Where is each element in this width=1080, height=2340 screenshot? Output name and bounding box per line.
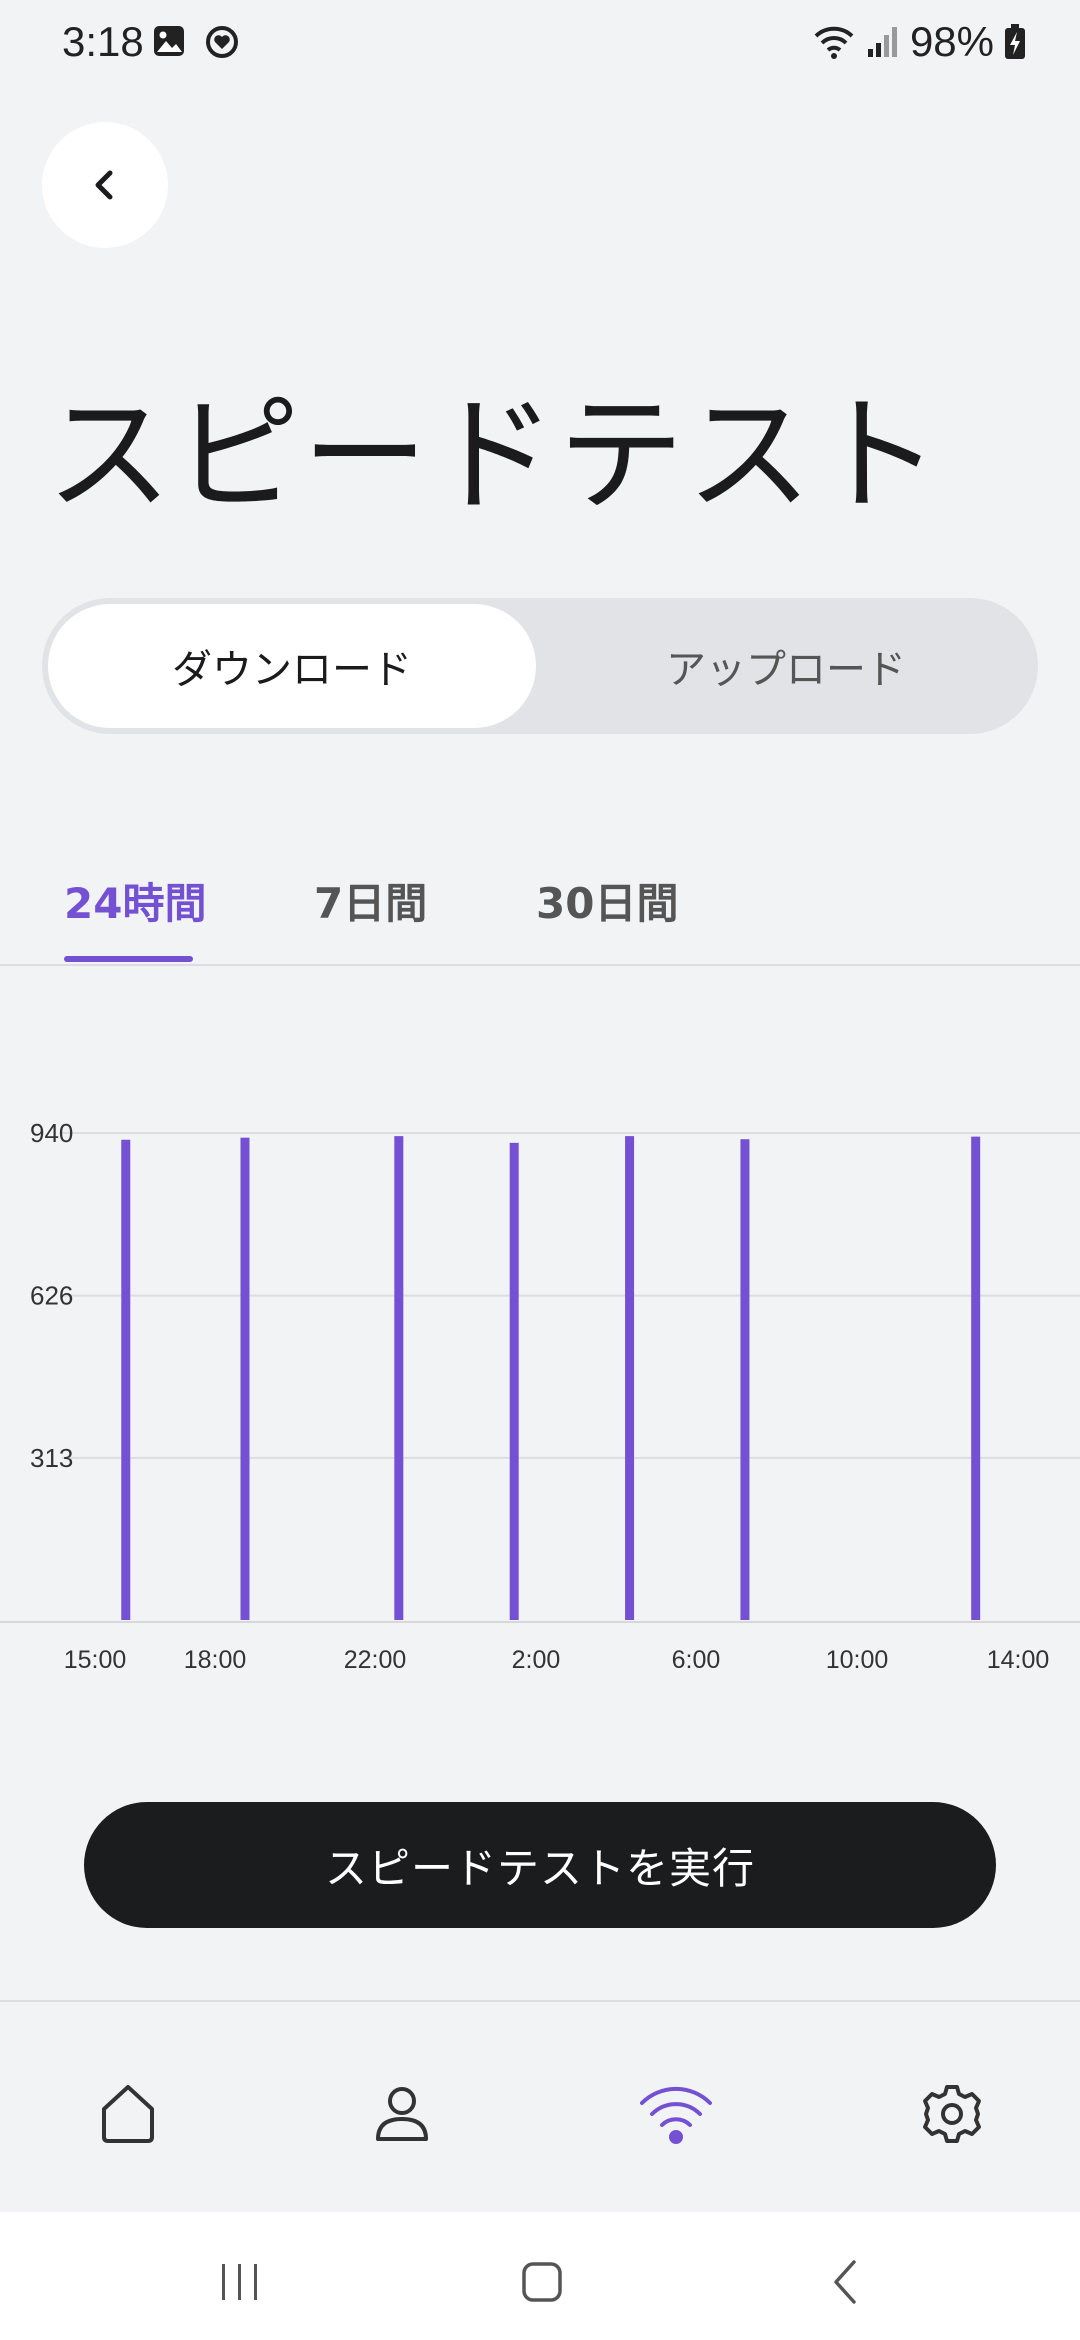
x-tick-label: 15:00 bbox=[64, 1646, 127, 1674]
battery-charging-icon bbox=[1005, 24, 1025, 59]
chevron-left-icon bbox=[95, 170, 113, 200]
x-tick-label: 22:00 bbox=[344, 1646, 407, 1674]
status-icons-left bbox=[152, 24, 240, 60]
nav-profile[interactable] bbox=[362, 2074, 442, 2154]
recent-apps-button[interactable] bbox=[210, 2252, 270, 2312]
signal-icon bbox=[867, 27, 897, 57]
battery-percent: 98% bbox=[909, 18, 994, 65]
settings-icon bbox=[923, 2085, 981, 2143]
bar bbox=[240, 1137, 250, 1620]
home-system-button[interactable] bbox=[512, 2252, 572, 2312]
period-tabs: 24時間 7日間 30日間 bbox=[0, 860, 1080, 966]
bar bbox=[394, 1136, 404, 1620]
nav-home[interactable] bbox=[88, 2074, 168, 2154]
y-tick-label: 313 bbox=[30, 1443, 73, 1473]
bar bbox=[121, 1139, 131, 1620]
bar bbox=[509, 1142, 519, 1620]
profile-icon bbox=[376, 2087, 428, 2141]
speed-chart: 313 626 940 15:00 18:00 22:00 2:00 6:00 10:00 14:… bbox=[0, 1118, 1080, 1674]
y-tick-label: 626 bbox=[30, 1281, 73, 1311]
page-title: スピードテスト bbox=[46, 382, 942, 529]
wifi-icon bbox=[814, 26, 854, 59]
nav-wifi[interactable] bbox=[636, 2074, 716, 2154]
bottom-navigation bbox=[0, 2000, 1080, 2212]
x-tick-label: 18:00 bbox=[184, 1646, 247, 1674]
back-system-button[interactable] bbox=[816, 2252, 876, 2312]
sync-icon bbox=[206, 26, 238, 58]
bar bbox=[740, 1139, 750, 1620]
back-chevron-icon bbox=[834, 2260, 856, 2304]
tab-24-hours[interactable]: 24時間 bbox=[64, 879, 207, 928]
x-tick-label: 2:00 bbox=[512, 1646, 561, 1674]
x-tick-label: 6:00 bbox=[672, 1646, 721, 1674]
home-square-icon bbox=[522, 2262, 562, 2302]
y-tick-label: 940 bbox=[30, 1118, 73, 1148]
gallery-icon bbox=[154, 26, 184, 56]
tab-7-days[interactable]: 7日間 bbox=[314, 879, 428, 928]
run-speedtest-button[interactable]: スピードテストを実行 bbox=[84, 1802, 996, 1928]
download-tab[interactable]: ダウンロード bbox=[48, 604, 536, 728]
upload-tab[interactable]: アップロード bbox=[666, 647, 906, 693]
system-navigation bbox=[0, 2212, 1080, 2340]
home-icon bbox=[102, 2085, 154, 2143]
bar bbox=[971, 1136, 981, 1620]
status-icons-right: 98% bbox=[812, 18, 1026, 66]
recent-apps-icon bbox=[222, 2264, 257, 2300]
tab-30-days[interactable]: 30日間 bbox=[536, 879, 679, 928]
download-upload-toggle: ダウンロード アップロード bbox=[42, 598, 1038, 734]
nav-settings[interactable] bbox=[912, 2074, 992, 2154]
x-tick-label: 10:00 bbox=[826, 1646, 889, 1674]
active-tab-indicator bbox=[64, 956, 193, 962]
bar bbox=[625, 1136, 635, 1620]
status-time: 3:18 bbox=[62, 18, 144, 65]
x-tick-label: 14:00 bbox=[987, 1646, 1050, 1674]
status-bar: 3:18 98% bbox=[0, 0, 1080, 90]
wifi-icon bbox=[640, 2086, 712, 2144]
back-button[interactable] bbox=[42, 122, 168, 248]
